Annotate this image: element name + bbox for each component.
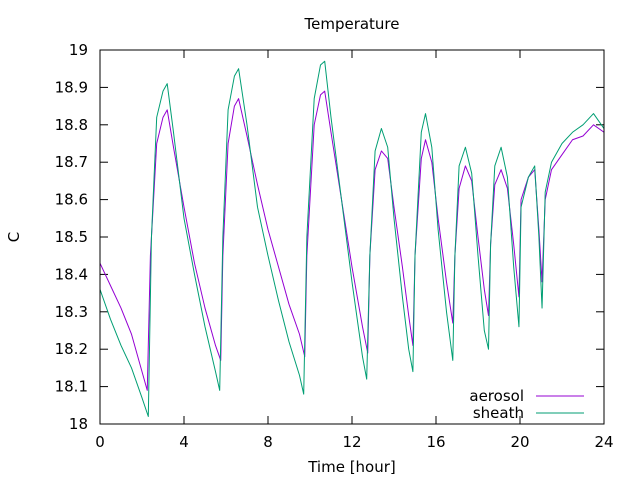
y-tick-label: 18.3 xyxy=(55,303,88,321)
series-lines xyxy=(99,60,605,418)
y-tick-label: 18.4 xyxy=(55,265,88,283)
x-tick-label: 8 xyxy=(263,433,273,451)
series-line-aerosol xyxy=(99,90,605,391)
series-line-sheath xyxy=(99,60,605,418)
legend: aerosol sheath xyxy=(469,387,584,422)
y-tick-label: 18 xyxy=(69,415,88,433)
y-axis-title: C xyxy=(5,232,23,242)
x-tick-label: 16 xyxy=(426,433,445,451)
x-tick-label: 4 xyxy=(179,433,189,451)
ticks: 0 4 8 12 16 20 24 18 18.1 18.2 18.3 18.4 18.5 18.6 18.… xyxy=(55,41,614,451)
y-tick-label: 18.6 xyxy=(55,191,88,209)
y-tick-label: 18.5 xyxy=(55,228,88,246)
legend-label-sheath: sheath xyxy=(473,404,524,422)
y-tick-label: 18.7 xyxy=(55,153,88,171)
chart-title: Temperature xyxy=(303,15,399,33)
y-tick-label: 19 xyxy=(69,41,88,59)
y-tick-label: 18.1 xyxy=(55,378,88,396)
x-tick-label: 24 xyxy=(594,433,613,451)
y-tick-label: 18.2 xyxy=(55,340,88,358)
x-tick-label: 12 xyxy=(342,433,361,451)
x-axis-title: Time [hour] xyxy=(307,458,396,476)
plot-frame xyxy=(99,49,605,425)
x-tick-label: 0 xyxy=(95,433,105,451)
legend-label-aerosol: aerosol xyxy=(469,387,524,405)
x-tick-label: 20 xyxy=(510,433,529,451)
y-tick-label: 18.8 xyxy=(55,116,88,134)
y-tick-label: 18.9 xyxy=(55,78,88,96)
